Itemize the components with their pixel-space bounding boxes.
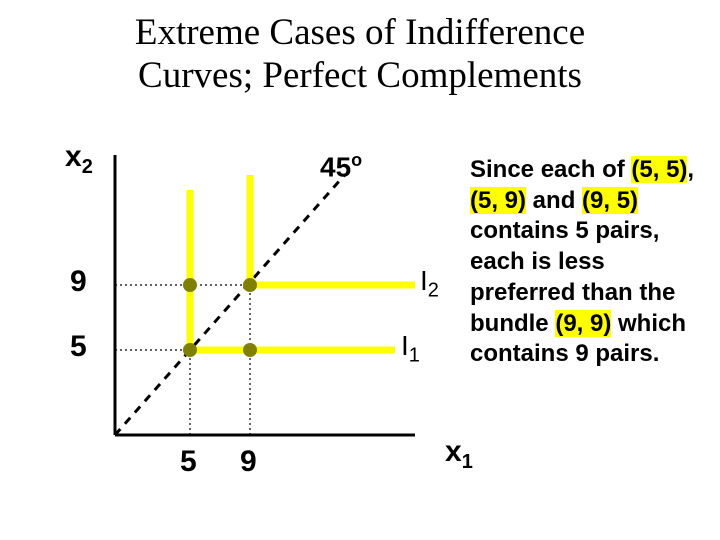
indifference-chart: x2 9 5 5 9 45o I2 I1 x1 <box>75 145 425 475</box>
title-line-2: Curves; Perfect Complements <box>138 55 582 96</box>
y-tick-9: 9 <box>70 265 87 299</box>
highlight-99: (9, 9) <box>555 310 611 337</box>
x-tick-5: 5 <box>180 445 197 479</box>
highlight-59: (5, 9) <box>470 187 526 214</box>
title-line-1: Extreme Cases of Indifference <box>135 12 585 53</box>
highlight-95: (9, 5) <box>582 187 638 214</box>
x-tick-9: 9 <box>240 445 257 479</box>
highlight-55: (5, 5) <box>631 156 687 183</box>
y-tick-5: 5 <box>70 330 87 364</box>
x-axis-label: x1 <box>445 435 473 474</box>
curve-label-I2: I2 <box>420 265 439 303</box>
y-axis-label: x2 <box>65 140 93 179</box>
chart-svg <box>75 145 425 475</box>
explanation-text: Since each of (5, 5), (5, 9) and (9, 5) … <box>470 155 720 370</box>
slide-title: Extreme Cases of Indifference Curves; Pe… <box>0 0 720 97</box>
angle-45-label: 45o <box>320 150 362 183</box>
curve-label-I1: I1 <box>401 330 420 368</box>
